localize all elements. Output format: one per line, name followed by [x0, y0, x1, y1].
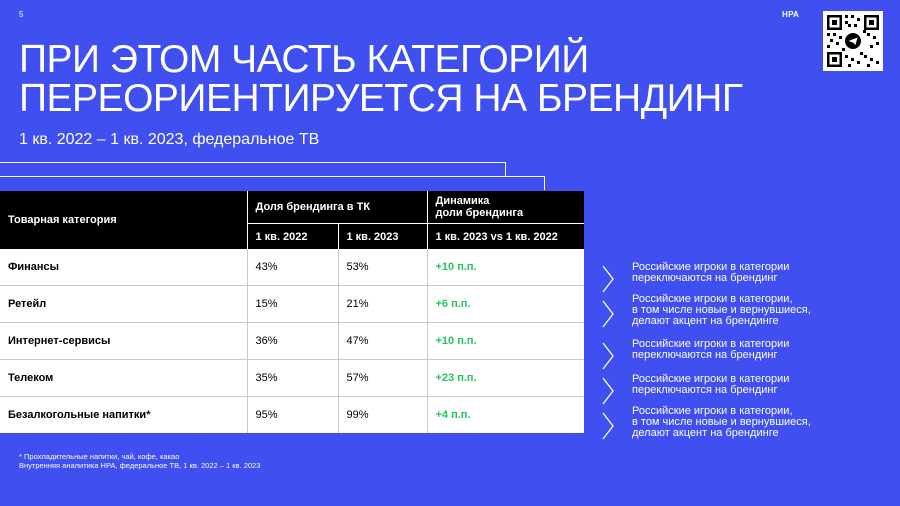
note-item: Российские игроки в категории, в том чис… — [601, 406, 891, 442]
qr-code-icon[interactable] — [823, 11, 883, 71]
decorative-frame — [0, 162, 506, 176]
table-row: Телеком 35% 57% +23 п.п. — [0, 359, 584, 397]
row-q1-2022: 15% — [246, 285, 338, 323]
note-line: делают акцент на брендинге — [632, 315, 779, 327]
note-item: Российские игроки в категории переключаю… — [601, 339, 891, 375]
header-compare: 1 кв. 2023 vs 1 кв. 2022 — [426, 223, 584, 249]
row-dynamics: +23 п.п. — [426, 359, 584, 397]
chevron-right-icon — [602, 377, 614, 405]
note-line: Российские игроки в категории, — [632, 293, 793, 305]
footnote-line: Внутренняя аналитика НРА, федеральное ТВ… — [19, 461, 261, 470]
note-text: Российские игроки в категории переключаю… — [632, 262, 892, 284]
header-share: Доля брендинга в ТК — [246, 191, 427, 224]
page-number: 5 — [19, 10, 24, 19]
row-q1-2022: 35% — [246, 359, 338, 397]
row-category: Телеком — [0, 359, 247, 397]
footnote-line: * Прохладительные напитки, чай, кофе, ка… — [19, 452, 180, 461]
note-line: Российские игроки в категории — [632, 261, 790, 273]
note-line: в том числе новые и вернувшиеся, — [632, 416, 811, 428]
note-line: Российские игроки в категории — [632, 373, 790, 385]
note-text: Российские игроки в категории переключаю… — [632, 374, 892, 396]
note-text: Российские игроки в категории, в том чис… — [632, 294, 892, 327]
chevron-right-icon — [602, 265, 614, 293]
footnote: * Прохладительные напитки, чай, кофе, ка… — [19, 452, 260, 470]
branding-share-table: Товарная категория Доля брендинга в ТК Д… — [0, 191, 584, 433]
row-category: Финансы — [0, 249, 247, 286]
note-line: Российские игроки в категории — [632, 338, 790, 350]
chevron-right-icon — [602, 342, 614, 370]
header-dynamics-line-1: Динамика — [435, 195, 490, 207]
note-line: делают акцент на брендинге — [632, 427, 779, 439]
note-text: Российские игроки в категории, в том чис… — [632, 406, 892, 439]
note-item: Российские игроки в категории переключаю… — [601, 262, 891, 298]
row-category: Интернет-сервисы — [0, 322, 247, 360]
note-item: Российские игроки в категории, в том чис… — [601, 294, 891, 330]
note-line: переключаются на брендинг — [632, 384, 778, 396]
note-text: Российские игроки в категории переключаю… — [632, 339, 892, 361]
header-q1-2022: 1 кв. 2022 — [246, 223, 338, 249]
chevron-right-icon — [602, 300, 614, 328]
note-item: Российские игроки в категории переключаю… — [601, 374, 891, 410]
page-title: При этом часть категорий переориентирует… — [19, 38, 743, 120]
table-row: Финансы 43% 53% +10 п.п. — [0, 249, 584, 286]
row-category: Безалкогольные напитки* — [0, 396, 247, 433]
row-q1-2022: 95% — [246, 396, 338, 433]
row-dynamics: +10 п.п. — [426, 322, 584, 360]
note-line: переключаются на брендинг — [632, 272, 778, 284]
note-line: переключаются на брендинг — [632, 349, 778, 361]
subtitle: 1 кв. 2022 – 1 кв. 2023, федеральное ТВ — [19, 131, 320, 148]
row-q1-2023: 99% — [337, 396, 427, 433]
table-row: Интернет-сервисы 36% 47% +10 п.п. — [0, 322, 584, 360]
decorative-frame — [0, 176, 545, 190]
row-category: Ретейл — [0, 285, 247, 323]
table-row: Ретейл 15% 21% +6 п.п. — [0, 285, 584, 323]
header-dynamics-line-2: доли брендинга — [435, 207, 524, 219]
row-dynamics: +6 п.п. — [426, 285, 584, 323]
chevron-right-icon — [602, 412, 614, 440]
row-dynamics: +10 п.п. — [426, 249, 584, 286]
row-q1-2023: 47% — [337, 322, 427, 360]
row-q1-2023: 21% — [337, 285, 427, 323]
header-q1-2023: 1 кв. 2023 — [337, 223, 427, 249]
row-q1-2023: 57% — [337, 359, 427, 397]
title-line-2: переориентируется на брендинг — [19, 77, 743, 120]
header-dynamics: Динамика доли брендинга — [426, 191, 584, 224]
note-line: в том числе новые и вернувшиеся, — [632, 304, 811, 316]
row-q1-2022: 36% — [246, 322, 338, 360]
row-dynamics: +4 п.п. — [426, 396, 584, 433]
note-line: Российские игроки в категории, — [632, 405, 793, 417]
row-q1-2022: 43% — [246, 249, 338, 286]
row-q1-2023: 53% — [337, 249, 427, 286]
title-line-1: При этом часть категорий — [19, 38, 589, 81]
table-row: Безалкогольные напитки* 95% 99% +4 п.п. — [0, 396, 584, 433]
brand-label: НРА — [782, 10, 800, 19]
header-category: Товарная категория — [0, 191, 247, 249]
